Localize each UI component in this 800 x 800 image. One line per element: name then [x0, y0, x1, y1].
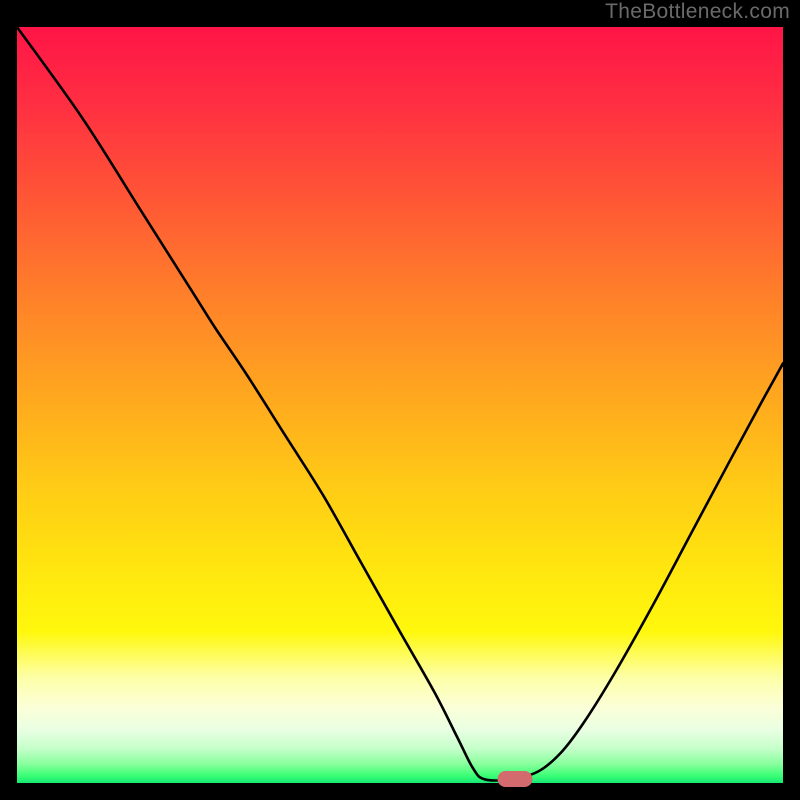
- attribution-text: TheBottleneck.com: [605, 0, 790, 24]
- bottleneck-curve: [17, 27, 783, 783]
- optimal-marker: [497, 771, 532, 787]
- plot-area: [17, 27, 783, 783]
- curve-path: [17, 27, 783, 780]
- chart-container: { "attribution": "TheBottleneck.com", "p…: [0, 0, 800, 800]
